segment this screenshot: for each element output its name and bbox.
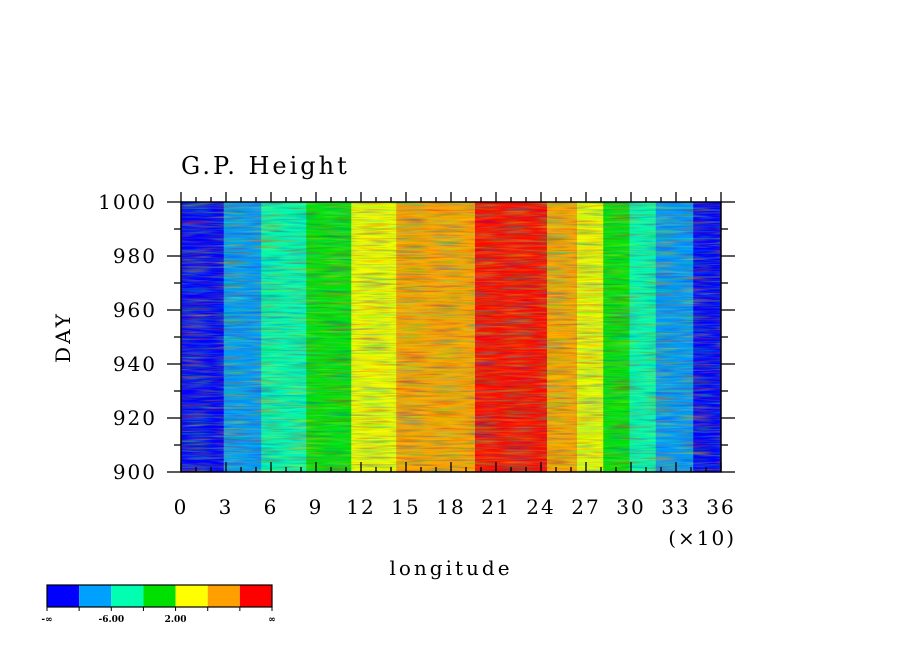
y-tick-labels: 900 920 940 960 980 1000: [98, 190, 157, 484]
x-tick-label: 0: [174, 495, 189, 519]
y-tick-label: 1000: [98, 190, 157, 214]
colorbar-swatch: [207, 585, 240, 607]
x-axis-multiplier: (×10): [668, 526, 736, 550]
x-axis-label: longitude: [389, 556, 512, 580]
colorbar-label: -∞: [41, 615, 52, 625]
x-tick-labels: 0 3 6 9 12 15 18 21 24 27 30 33 36: [174, 495, 735, 519]
colorbar-label: ∞: [268, 615, 276, 625]
colorbar-swatch: [47, 585, 80, 607]
x-tick-label: 24: [526, 495, 555, 519]
x-tick-label: 12: [346, 495, 375, 519]
x-tick-label: 33: [661, 495, 690, 519]
x-tick-label: 6: [264, 495, 279, 519]
axis-ticks: [167, 192, 735, 473]
colorbar-labels: -∞ -6.00 2.00 ∞: [41, 615, 275, 625]
y-axis-label: DAY: [51, 311, 75, 363]
y-tick-label: 940: [113, 352, 157, 376]
y-tick-label: 960: [113, 298, 157, 322]
colorbar: [46, 584, 273, 611]
y-tick-label: 900: [113, 460, 157, 484]
colorbar-label: 2.00: [165, 615, 187, 625]
x-tick-label: 15: [391, 495, 420, 519]
y-tick-label: 980: [113, 244, 157, 268]
x-tick-label: 27: [571, 495, 600, 519]
colorbar-swatch: [79, 585, 112, 607]
x-tick-label: 30: [616, 495, 645, 519]
colorbar-swatch: [143, 585, 176, 607]
x-tick-label: 18: [436, 495, 465, 519]
y-tick-label: 920: [113, 406, 157, 430]
colorbar-swatch: [111, 585, 144, 607]
colorbar-swatch: [239, 585, 272, 607]
colorbar-swatch: [175, 585, 208, 607]
heatmap-field: [181, 202, 721, 472]
heatmap-texture-6: [181, 202, 721, 472]
x-tick-label: 3: [219, 495, 234, 519]
chart-title: G.P. Height: [181, 152, 350, 180]
x-tick-label: 36: [706, 495, 735, 519]
colorbar-frame: [46, 584, 273, 608]
x-tick-label: 9: [309, 495, 324, 519]
x-tick-label: 21: [481, 495, 510, 519]
colorbar-label: -6.00: [98, 615, 124, 625]
